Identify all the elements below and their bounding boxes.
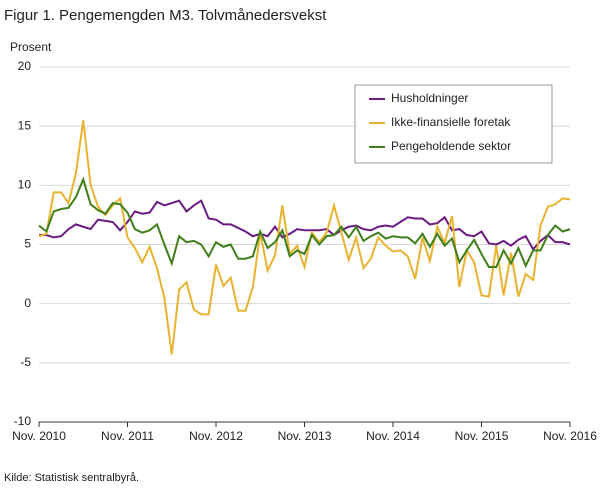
x-tick-label: Nov. 2015 <box>455 429 509 443</box>
source: Kilde: Statistisk sentralbyrå. <box>4 472 139 484</box>
y-tick-label: -10 <box>14 414 32 428</box>
y-tick-label: 10 <box>18 178 32 192</box>
chart-title: Figur 1. Pengemengden M3. Tolvmånedersve… <box>4 7 327 24</box>
y-tick-label: -5 <box>20 355 31 369</box>
legend-label: Pengeholdende sektor <box>391 139 511 153</box>
x-tick-label: Nov. 2014 <box>366 429 420 443</box>
line-series <box>39 199 571 251</box>
x-tick-label: Nov. 2012 <box>189 429 243 443</box>
x-tick-label: Nov. 2010 <box>12 429 66 443</box>
y-tick-label: 5 <box>24 237 31 251</box>
x-tick-label: Nov. 2016 <box>543 429 597 443</box>
legend-label: Ikke-finansielle foretak <box>391 115 511 129</box>
line-series <box>38 120 571 355</box>
legend-box <box>354 84 553 164</box>
line-series <box>38 176 571 269</box>
legend-label: Husholdninger <box>391 91 468 105</box>
y-tick-label: 15 <box>18 118 32 132</box>
y-tick-label: 20 <box>18 59 32 73</box>
y-axis-label: Prosent <box>10 40 52 54</box>
x-tick-label: Nov. 2013 <box>278 429 332 443</box>
y-tick-label: 0 <box>24 296 31 310</box>
x-tick-label: Nov. 2011 <box>101 429 154 443</box>
